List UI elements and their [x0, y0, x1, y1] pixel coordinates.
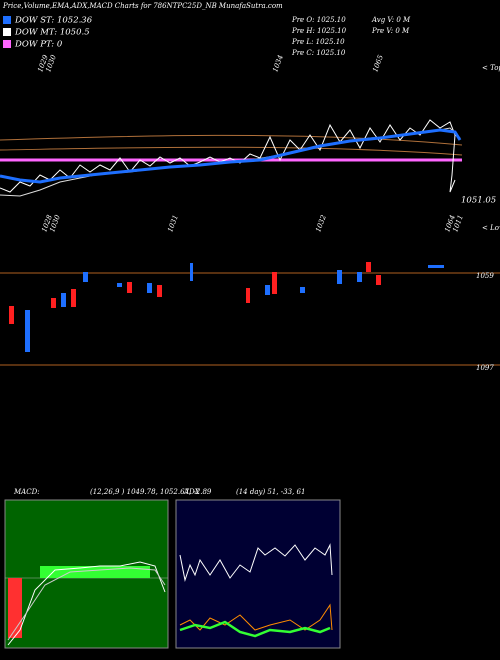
- price-line: [0, 119, 461, 193]
- macd-title: MACD:: [13, 488, 40, 496]
- info-text: Pre L: 1025.10: [291, 38, 345, 46]
- info-text: Pre V: 0 M: [371, 27, 410, 35]
- legend-label: DOW PT: 0: [14, 40, 63, 50]
- date-label: 1034: [271, 54, 285, 73]
- ema-line: [0, 134, 463, 146]
- minus-di: [179, 603, 333, 631]
- macd-values: (12,26,9 ) 1049.78, 1052.67, -2.89: [90, 488, 212, 496]
- ema-line: [0, 146, 463, 156]
- volume-bars: [9, 262, 444, 352]
- macd-hist-neg: [8, 578, 22, 638]
- info-text: Pre H: 1025.10: [291, 27, 347, 35]
- date-label: 1031: [166, 214, 180, 233]
- legend-label: DOW MT: 1050.5: [14, 28, 90, 38]
- legend-swatch: [3, 28, 11, 36]
- price-drop: [449, 134, 456, 193]
- info-text: Avg V: 0 M: [371, 16, 411, 24]
- legend-swatch: [3, 40, 11, 48]
- lows-label: < Lows: [482, 224, 500, 232]
- date-label: 1032: [314, 213, 328, 233]
- plus-di: [179, 620, 331, 638]
- signal-line: [7, 567, 166, 641]
- info-text: Pre C: 1025.10: [291, 49, 346, 57]
- date-label: 1065: [371, 53, 385, 73]
- macd-line: [7, 561, 166, 646]
- adx-line: [179, 543, 333, 582]
- legend-swatch: [3, 16, 11, 24]
- volume-label: 1097: [476, 364, 494, 372]
- last-price: 1051.05: [461, 196, 496, 206]
- st-line: [0, 128, 462, 184]
- legend-label: DOW ST: 1052.36: [14, 16, 93, 26]
- title: Price,Volume,EMA,ADX,MACD Charts for 786…: [2, 2, 283, 10]
- adx-values: (14 day) 51, -33, 61: [236, 488, 305, 496]
- adx-title: ADX: [183, 488, 201, 496]
- volume-label: 1059: [476, 272, 494, 280]
- info-text: Pre O: 1025.10: [291, 16, 346, 24]
- tops-label: < Tops: [482, 64, 500, 72]
- adx-panel: [175, 499, 341, 649]
- legend: DOW ST: 1052.36 DOW MT: 1050.5 DOW PT: 0: [3, 16, 93, 50]
